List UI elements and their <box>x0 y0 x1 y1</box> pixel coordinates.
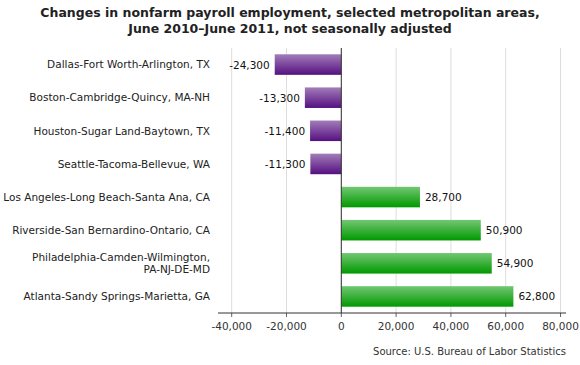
zero-line <box>341 48 342 313</box>
data-label: 28,700 <box>425 191 462 203</box>
tick-label: -20,000 <box>266 320 307 332</box>
data-label: -13,300 <box>259 92 300 104</box>
tick-mark <box>286 313 287 317</box>
bar <box>305 87 341 108</box>
subtitle: June 2010–June 2011, not seasonally adju… <box>127 21 452 36</box>
x-axis: -40,000 -20,000 0 20,000 40,000 60,000 80,000 <box>211 313 578 332</box>
bar <box>341 253 491 274</box>
tick-mark <box>560 313 561 317</box>
tick-label: 20,000 <box>378 320 415 332</box>
bar <box>341 187 420 208</box>
category-label: Philadelphia-Camden-Wilmington,PA-NJ-DE-… <box>32 251 210 276</box>
tick-mark <box>231 313 232 317</box>
data-label: 50,900 <box>486 224 523 236</box>
tick-mark <box>341 313 342 317</box>
category-label-line: Riverside-San Bernardino-Ontario, CA <box>12 224 211 236</box>
title: Changes in nonfarm payroll employment, s… <box>40 5 539 20</box>
tick-label: 40,000 <box>433 320 470 332</box>
category-label-line: Los Angeles-Long Beach-Santa Ana, CA <box>3 191 210 203</box>
category-label: Los Angeles-Long Beach-Santa Ana, CA <box>3 191 210 203</box>
data-label: -11,400 <box>265 125 306 137</box>
y-axis: Dallas-Fort Worth-Arlington, TX Boston-Ca… <box>3 58 210 302</box>
tick-label: 60,000 <box>487 320 524 332</box>
category-label-line: Atlanta-Sandy Springs-Marietta, GA <box>24 290 211 302</box>
data-label: -11,300 <box>265 158 306 170</box>
category-label: Dallas-Fort Worth-Arlington, TX <box>47 58 210 70</box>
bars <box>275 54 514 306</box>
data-label: -24,300 <box>229 59 270 71</box>
tick-mark <box>396 313 397 317</box>
bar <box>310 121 341 142</box>
category-label-line: Boston-Cambridge-Quincy, MA-NH <box>29 91 210 103</box>
tick-mark <box>450 313 451 317</box>
tick-label: 0 <box>338 320 345 332</box>
grid-line <box>560 48 561 313</box>
grid <box>232 48 561 313</box>
category-label: Houston-Sugar Land-Baytown, TX <box>34 125 210 137</box>
grid-line <box>505 48 506 313</box>
data-labels: -24,300 -13,300 -11,400 -11,300 28,700 50,900… <box>229 59 555 303</box>
bar <box>275 54 342 75</box>
bar <box>341 286 513 307</box>
category-label: Seattle-Tacoma-Bellevue, WA <box>58 158 211 170</box>
chart: Changes in nonfarm payroll employment, s… <box>0 0 580 365</box>
tick-label: 80,000 <box>542 320 579 332</box>
x-axis-line <box>218 313 566 314</box>
source-note: Source: U.S. Bureau of Labor Statistics <box>373 346 566 357</box>
category-label-line: Seattle-Tacoma-Bellevue, WA <box>58 158 211 170</box>
tick-label: -40,000 <box>211 320 252 332</box>
grid-line <box>231 48 232 313</box>
category-label: Atlanta-Sandy Springs-Marietta, GA <box>24 290 211 302</box>
category-label: Riverside-San Bernardino-Ontario, CA <box>12 224 211 236</box>
category-label-line: Philadelphia-Camden-Wilmington, <box>32 251 210 263</box>
data-label: 54,900 <box>497 257 534 269</box>
category-label-line: PA-NJ-DE-MD <box>144 263 210 275</box>
category-label: Boston-Cambridge-Quincy, MA-NH <box>29 91 210 103</box>
bar <box>310 154 341 175</box>
grid-line <box>286 48 287 313</box>
grid-line <box>341 48 342 313</box>
tick-mark <box>505 313 506 317</box>
bar <box>341 220 480 241</box>
category-label-line: Houston-Sugar Land-Baytown, TX <box>34 125 210 137</box>
category-label-line: Dallas-Fort Worth-Arlington, TX <box>47 58 210 70</box>
data-label: 62,800 <box>518 290 555 302</box>
